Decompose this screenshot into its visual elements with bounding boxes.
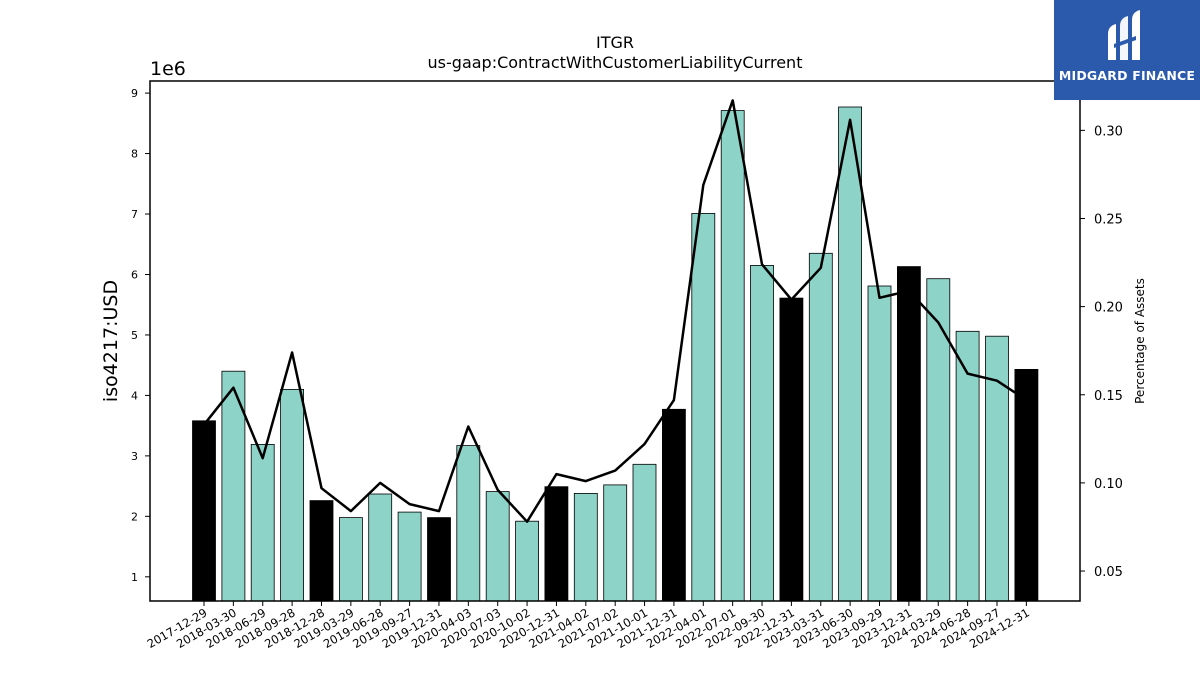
y-tick-label: 4 — [131, 389, 138, 402]
bar-2021-07-02 — [603, 484, 628, 602]
y-tick-label: 3 — [131, 450, 138, 463]
bar-2023-09-29 — [867, 285, 892, 602]
bar-2019-12-31 — [427, 517, 451, 602]
bar-2021-12-31 — [662, 408, 686, 602]
bar-2022-09-30 — [750, 264, 774, 602]
y2-tick-label: 0.30 — [1094, 124, 1123, 139]
chart-subtitle: us-gaap:ContractWithCustomerLiabilityCur… — [428, 53, 803, 72]
bar-2021-04-02 — [573, 492, 598, 602]
axes-layer: 1234567890.050.100.150.200.250.302017-12… — [131, 80, 1123, 651]
bar-2020-07-03 — [485, 491, 510, 602]
y2-axis-label: Percentage of Assets — [1133, 278, 1147, 404]
bar-2024-09-27 — [985, 335, 1009, 602]
bar-2019-06-28 — [368, 493, 393, 602]
bar-2018-09-28 — [280, 388, 305, 602]
y2-tick-label: 0.25 — [1094, 212, 1123, 227]
bar-2024-03-29 — [926, 278, 951, 602]
y-tick-label: 6 — [131, 268, 138, 281]
bar-2018-06-29 — [250, 443, 275, 602]
y2-tick-label: 0.10 — [1094, 477, 1123, 492]
y-tick-label: 2 — [131, 510, 138, 523]
y-tick-label: 8 — [131, 148, 138, 161]
bar-2020-04-03 — [456, 445, 481, 602]
bars-layer — [192, 106, 1039, 602]
bar-2022-04-01 — [691, 212, 716, 602]
chart-title: ITGR — [596, 33, 634, 52]
brand-logo: MIDGARD FINANCE — [1054, 0, 1200, 100]
bar-2022-12-31 — [779, 297, 804, 602]
y2-tick-label: 0.05 — [1094, 565, 1123, 580]
logo-mark-icon — [1108, 10, 1140, 60]
percentage-line — [203, 99, 1028, 523]
y-tick-label: 5 — [131, 329, 138, 342]
bar-2022-07-01 — [720, 110, 745, 602]
bar-2019-09-27 — [397, 511, 422, 602]
bar-2024-12-31 — [1014, 368, 1039, 602]
logo-text: MIDGARD FINANCE — [1058, 68, 1196, 83]
bar-2019-03-29 — [338, 517, 363, 602]
y-tick-label: 7 — [131, 208, 138, 221]
bar-2018-12-28 — [309, 500, 334, 602]
y-offset-label: 1e6 — [150, 58, 186, 80]
y-axis-label: iso4217:USD — [100, 280, 122, 402]
line-layer — [203, 99, 1028, 523]
bar-2020-10-02 — [515, 520, 539, 602]
y-tick-label: 9 — [131, 87, 138, 100]
y2-tick-label: 0.20 — [1094, 301, 1123, 316]
bar-2017-12-29 — [192, 420, 216, 602]
bar-2023-06-30 — [838, 106, 862, 602]
bar-2023-12-31 — [897, 266, 921, 602]
bar-2021-10-01 — [632, 463, 657, 602]
bar-2020-12-31 — [544, 486, 569, 602]
bar-2023-03-31 — [808, 252, 833, 602]
y2-tick-label: 0.15 — [1094, 389, 1123, 404]
y-tick-label: 1 — [131, 571, 138, 584]
